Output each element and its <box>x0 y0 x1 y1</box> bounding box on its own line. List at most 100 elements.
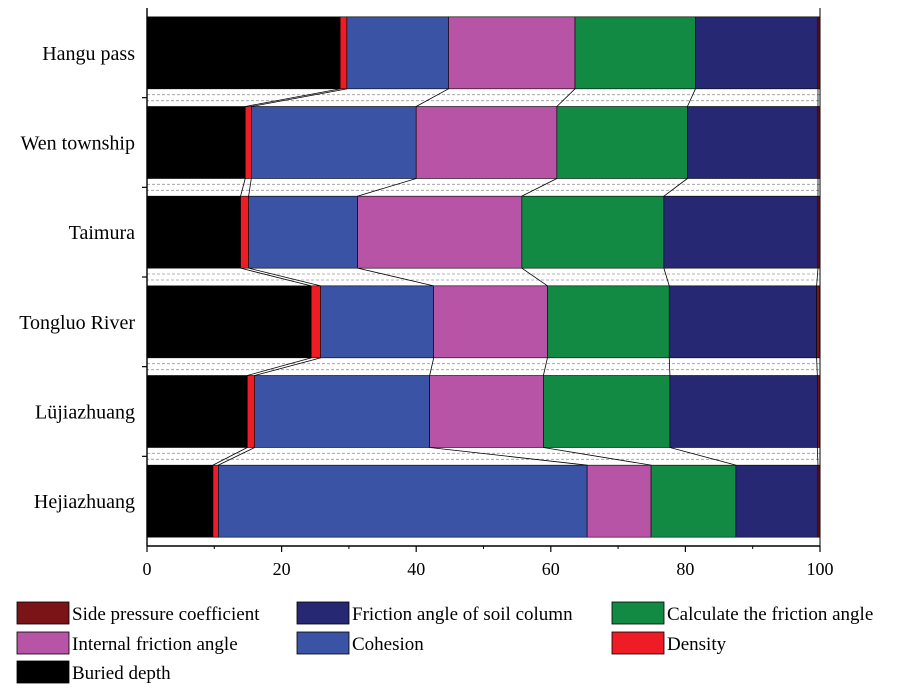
bar-segment-buried-depth <box>146 106 246 179</box>
band-separator <box>146 94 821 102</box>
bar-segment-density <box>212 464 219 538</box>
bar-segment-side-pressure-coefficient <box>816 285 821 359</box>
connector-line <box>240 267 312 287</box>
band-separator <box>146 273 821 281</box>
bar-segment-internal-friction-angle <box>357 195 523 269</box>
x-tick-label: 20 <box>273 559 291 579</box>
bar-segment-calculate-the-friction-angle <box>650 464 737 538</box>
bar-segment-friction-angle-of-soil-column <box>668 285 817 359</box>
bar-segment-buried-depth <box>146 16 341 90</box>
connector-line <box>251 88 347 107</box>
connector-line <box>254 357 321 376</box>
legend-swatch <box>611 601 665 625</box>
connector-line <box>218 447 255 466</box>
connector-line <box>416 88 449 107</box>
legend-label: Cohesion <box>352 634 424 655</box>
bar-segment-cohesion <box>248 195 358 269</box>
bar-segment-cohesion <box>251 106 417 179</box>
connector-line <box>521 267 548 287</box>
connector-line <box>248 178 252 197</box>
category-label: Tongluo River <box>19 312 135 334</box>
legend: Side pressure coefficient Friction angle … <box>16 601 873 684</box>
legend-label: Buried depth <box>72 663 171 684</box>
connector-line <box>816 268 819 286</box>
bar-segment-internal-friction-angle <box>429 375 544 448</box>
legend-swatch <box>16 660 70 684</box>
connector-line <box>357 178 417 197</box>
bar-segment-cohesion <box>320 285 434 359</box>
category-label: Hangu pass <box>42 43 135 65</box>
bar-segment-density <box>339 16 348 90</box>
x-tick-label: 40 <box>407 559 425 579</box>
bar-segment-friction-angle-of-soil-column <box>687 106 819 179</box>
connector-line <box>245 88 341 107</box>
connector-line <box>543 447 652 466</box>
legend-label: Internal friction angle <box>72 634 238 655</box>
bar-segment-internal-friction-angle <box>433 285 548 359</box>
bar-segment-buried-depth <box>146 464 214 538</box>
legend-label: Side pressure coefficient <box>72 604 260 625</box>
category-label: Lüjiazhuang <box>35 402 135 424</box>
x-tick-label: 100 <box>807 559 834 579</box>
bar-segment-internal-friction-angle <box>448 16 576 90</box>
x-tick-label: 60 <box>542 559 560 579</box>
bar-segment-calculate-the-friction-angle <box>521 195 665 269</box>
connector-line <box>663 178 688 197</box>
bar-segment-friction-angle-of-soil-column <box>663 195 819 269</box>
connector-line <box>687 88 696 107</box>
bar-segment-density <box>246 375 255 448</box>
category-label: Wen township <box>21 133 136 155</box>
connector-line <box>357 267 434 287</box>
legend-label: Friction angle of soil column <box>352 604 573 625</box>
x-tick-label: 0 <box>143 559 152 579</box>
bar-segment-calculate-the-friction-angle <box>574 16 696 90</box>
bar-segment-cohesion <box>254 375 430 448</box>
connector-line <box>556 88 576 107</box>
connector-lines <box>212 88 819 466</box>
connector-line <box>247 357 312 376</box>
legend-swatch <box>611 631 665 655</box>
connector-line <box>429 357 435 376</box>
legend-swatch <box>296 631 350 655</box>
connector-line <box>212 447 248 466</box>
category-label: Hejiazhuang <box>34 491 135 513</box>
bar-segment-density <box>244 106 252 179</box>
bar-segment-density <box>310 285 321 359</box>
bar-segment-density <box>240 195 249 269</box>
connector-line <box>240 178 246 197</box>
bars <box>146 16 821 538</box>
connector-line <box>429 447 588 466</box>
bar-segment-friction-angle-of-soil-column <box>669 375 818 448</box>
legend-swatch <box>16 631 70 655</box>
category-label: Taimura <box>69 222 135 244</box>
bar-segment-calculate-the-friction-angle <box>556 106 688 179</box>
bar-segment-friction-angle-of-soil-column <box>735 464 819 538</box>
bar-segment-cohesion <box>346 16 449 90</box>
connector-line <box>521 178 558 197</box>
bar-segment-internal-friction-angle <box>586 464 652 538</box>
connector-line <box>248 267 321 287</box>
bar-segment-calculate-the-friction-angle <box>543 375 671 448</box>
bar-segment-buried-depth <box>146 195 241 269</box>
legend-label: Density <box>667 634 727 655</box>
legend-swatch <box>296 601 350 625</box>
x-tick-label: 80 <box>676 559 694 579</box>
band-separator <box>146 363 821 371</box>
bar-segment-friction-angle-of-soil-column <box>695 16 819 90</box>
connector-line <box>543 357 548 376</box>
connector-line <box>668 357 671 376</box>
bar-segment-cohesion <box>218 464 588 538</box>
legend-label: Calculate the friction angle <box>667 604 873 625</box>
band-separator <box>146 452 821 460</box>
bar-segment-internal-friction-angle <box>415 106 558 179</box>
bar-segment-buried-depth <box>146 375 248 448</box>
bar-segment-buried-depth <box>146 285 312 359</box>
connector-line <box>816 357 818 376</box>
category-labels: Hangu pass Wen township Taimura Tongluo Riv… <box>19 43 135 513</box>
bar-segment-calculate-the-friction-angle <box>547 285 670 359</box>
legend-swatch <box>16 601 70 625</box>
connector-line <box>816 447 819 466</box>
axes: 0 20 40 60 80 100 <box>142 8 834 579</box>
band-separator <box>146 183 821 191</box>
